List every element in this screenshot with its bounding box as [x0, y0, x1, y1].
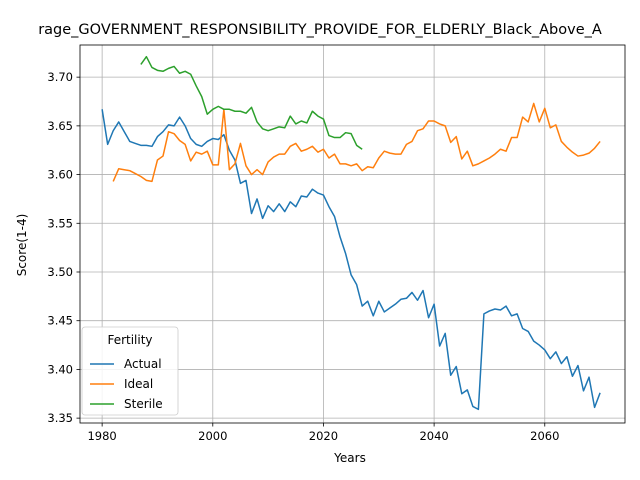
series-line-sterile	[140, 55, 363, 150]
y-tick-label: 3.70	[47, 70, 73, 84]
y-tick-label: 3.65	[47, 119, 73, 133]
y-tick-label: 3.60	[47, 168, 73, 182]
legend-label-ideal: Ideal	[124, 377, 153, 391]
series-lines	[101, 55, 601, 411]
y-tick-label: 3.55	[47, 216, 73, 230]
legend-label-actual: Actual	[124, 357, 162, 371]
x-tick-label: 2040	[419, 429, 448, 443]
x-tick-label: 2060	[530, 429, 559, 443]
legend: Fertility Actual Ideal Sterile	[81, 326, 179, 416]
y-tick-label: 3.35	[47, 411, 73, 425]
series-line-ideal	[112, 102, 601, 183]
series-line-actual	[101, 109, 601, 411]
y-tick-label: 3.45	[47, 314, 73, 328]
legend-title: Fertility	[107, 333, 152, 347]
x-axis-label: Years	[333, 451, 366, 465]
y-tick-label: 3.50	[47, 265, 73, 279]
legend-label-sterile: Sterile	[124, 397, 163, 411]
legend-box	[81, 326, 179, 416]
plot-frame	[79, 44, 626, 424]
x-tick-label: 2000	[198, 429, 227, 443]
chart-title: rage_GOVERNMENT_RESPONSIBILITY_PROVIDE_F…	[38, 22, 602, 38]
x-tick-label: 2020	[309, 429, 338, 443]
y-tick-label: 3.40	[47, 362, 73, 376]
x-tick-label: 1980	[87, 429, 116, 443]
x-axis-ticks: 1980 2000 2020 2040 2060	[87, 423, 559, 443]
y-axis-label: Score(1-4)	[15, 214, 29, 277]
y-axis-ticks: 3.35 3.40 3.45 3.50 3.55 3.60 3.65 3.70	[47, 70, 80, 425]
